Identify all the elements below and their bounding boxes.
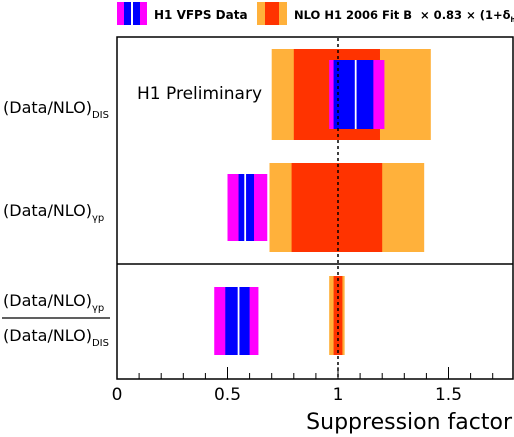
data-total-band-dis (333, 60, 374, 129)
legend-nlo-swatch-inner (265, 2, 279, 25)
x-tick-label: 0 (112, 385, 123, 405)
annotation-h1-preliminary: H1 Preliminary (137, 84, 262, 104)
data-center-line-dis (354, 60, 357, 129)
x-tick-label: 1 (333, 385, 344, 405)
row-label-dis: (Data/NLO)DIS (3, 98, 109, 121)
row-label-gp-main: (Data/NLO) (3, 201, 92, 220)
row-label-dis-sub: DIS (92, 110, 109, 121)
legend-data-swatch-center (131, 2, 133, 25)
legend-data-label: H1 VFPS Data (154, 8, 248, 22)
legend: H1 VFPS Data NLO H1 2006 Fit B × 0.83 × … (117, 2, 514, 25)
row-label-gp: (Data/NLO)γp (3, 201, 104, 224)
row-label-ratio-den-main: (Data/NLO) (3, 326, 92, 345)
row-label-ratio-num-main: (Data/NLO) (3, 291, 92, 310)
row-label-ratio-numerator: (Data/NLO)γp (3, 291, 104, 314)
legend-nlo-label-main: NLO H1 2006 Fit B (294, 8, 412, 22)
data-center-line-gp (244, 174, 247, 241)
x-tick-label: 0.5 (214, 385, 241, 405)
row-label-gp-sub: γp (92, 213, 104, 224)
row-label-ratio-num-sub: γp (92, 303, 104, 314)
data-center-line-ratio (237, 287, 240, 355)
data-total-band-ratio (225, 287, 250, 355)
x-axis: 0 0.5 1 1.5 (112, 367, 494, 405)
row-label-ratio-den-sub: DIS (92, 338, 109, 349)
legend-nlo-label-formula: × 0.83 × (1+δ (420, 8, 511, 22)
legend-nlo-label: NLO H1 2006 Fit B × 0.83 × (1+δhadr) (294, 8, 514, 24)
x-tick-label: 1.5 (435, 385, 462, 405)
x-axis-label: Suppression factor (306, 410, 513, 435)
row-label-ratio-denominator: (Data/NLO)DIS (3, 326, 109, 349)
data-total-band-gp (238, 174, 255, 241)
legend-nlo-label-sub: hadr (511, 16, 514, 24)
nlo-inner-band-gp (291, 163, 383, 252)
row-label-dis-main: (Data/NLO) (3, 98, 92, 117)
plot-frame (116, 36, 514, 380)
